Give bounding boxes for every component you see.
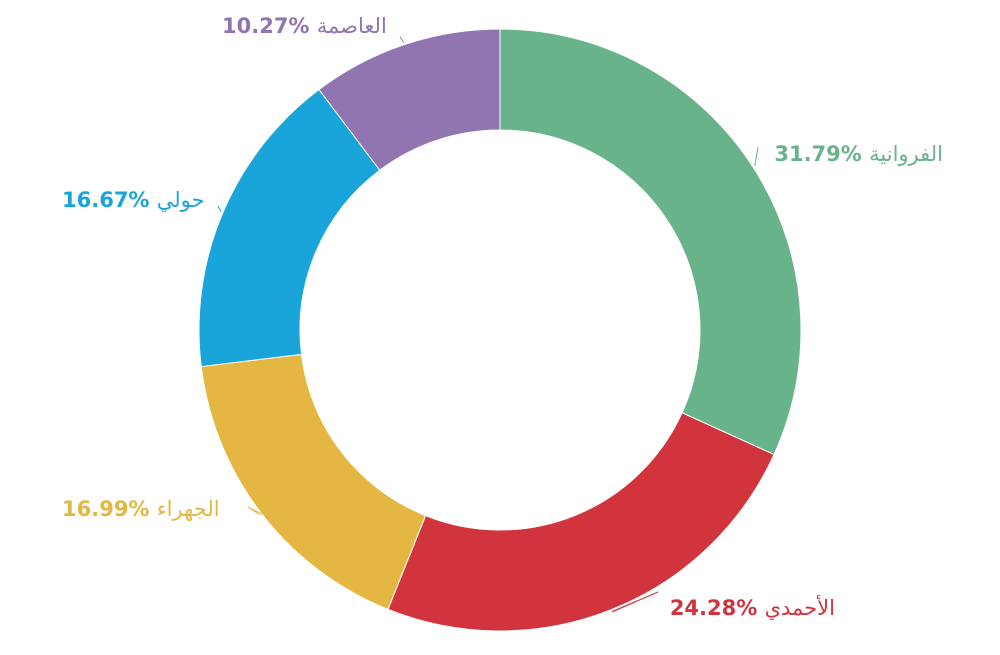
slice-percent-0: 31.79% xyxy=(774,142,869,166)
donut-slice-1[interactable] xyxy=(387,412,775,632)
slice-percent-3: 16.67% xyxy=(62,188,157,212)
slice-label-0: 31.79% الفروانية xyxy=(774,142,943,166)
leader-line-0 xyxy=(754,146,759,167)
slice-name-2: الجهراء xyxy=(157,497,220,521)
donut-slice-4[interactable] xyxy=(318,28,501,171)
leader-line-4 xyxy=(399,36,405,43)
slice-name-4: العاصمة xyxy=(317,14,387,38)
leader-line-2 xyxy=(247,506,263,516)
slice-percent-2: 16.99% xyxy=(62,497,157,521)
slice-name-0: الفروانية xyxy=(869,142,943,166)
slice-percent-1: 24.28% xyxy=(670,596,765,620)
slice-name-3: حولي xyxy=(157,188,205,212)
slice-name-1: الأحمدي xyxy=(765,595,835,620)
donut-slice-2[interactable] xyxy=(200,353,427,611)
slice-label-1: 24.28% الأحمدي xyxy=(670,595,835,620)
slice-labels: 31.79% الفروانية 24.28% الأحمدي 16.99% الج… xyxy=(62,14,943,620)
leader-line-1 xyxy=(611,591,659,613)
leader-line-3 xyxy=(217,205,222,212)
slice-percent-4: 10.27% xyxy=(222,14,317,38)
donut-slice-0[interactable] xyxy=(499,28,802,456)
donut-slices xyxy=(198,28,802,632)
slice-label-3: 16.67% حولي xyxy=(62,188,205,212)
slice-label-4: 10.27% العاصمة xyxy=(222,14,387,38)
slice-label-2: 16.99% الجهراء xyxy=(62,497,220,521)
